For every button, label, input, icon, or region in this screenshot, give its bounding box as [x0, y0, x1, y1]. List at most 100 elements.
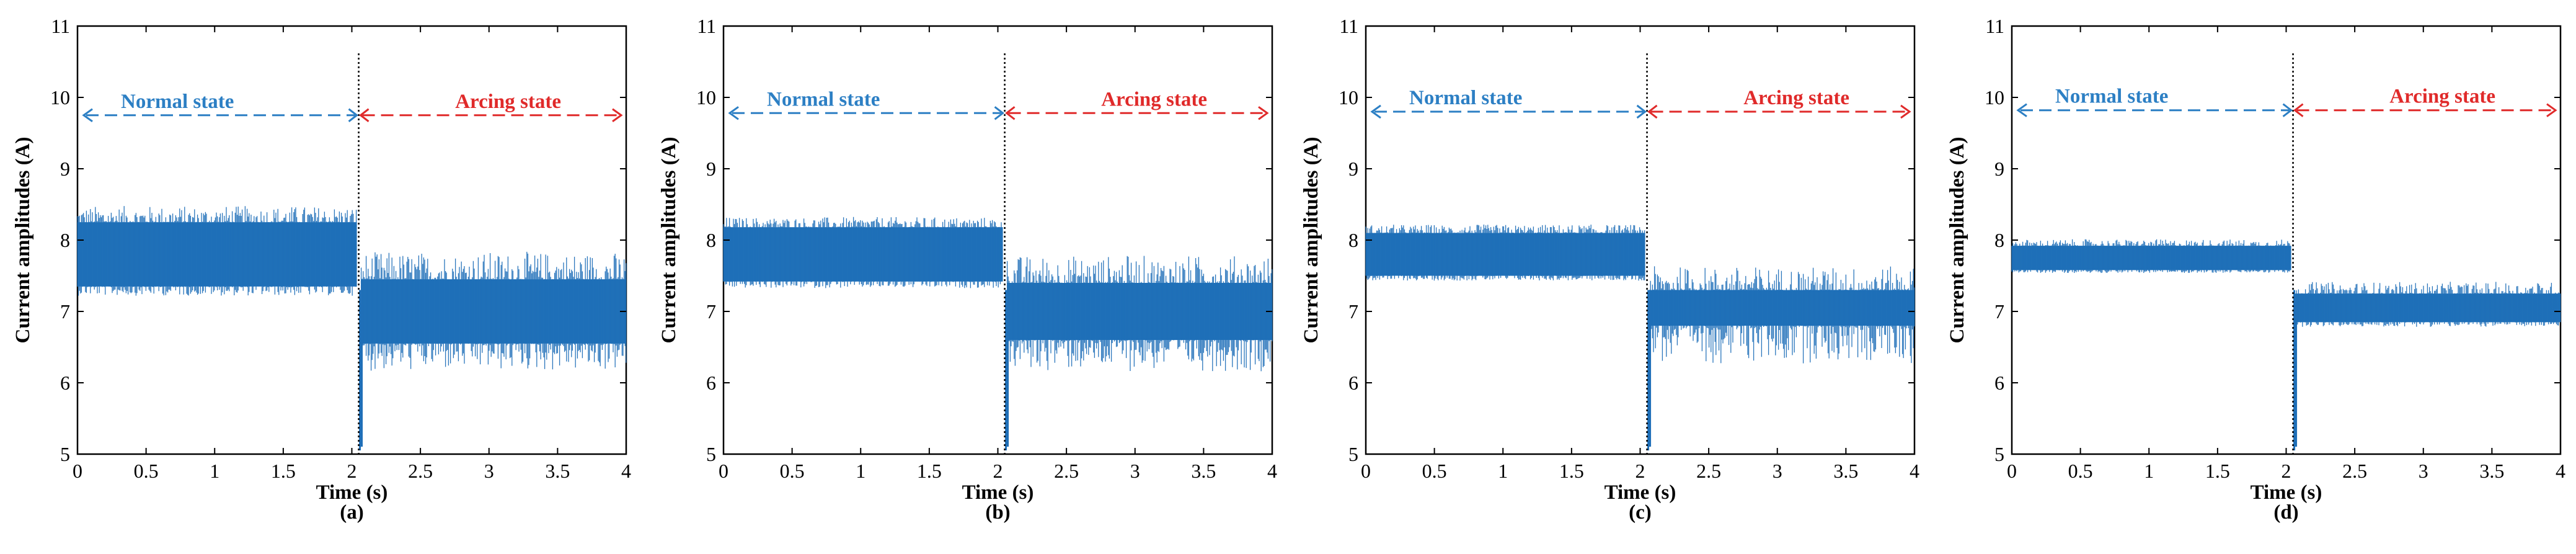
x-tick-label: 3.5 [1191, 460, 1216, 482]
y-axis-label: Current amplitudes (A) [1300, 136, 1322, 343]
y-tick-label: 11 [1339, 15, 1358, 37]
y-tick-label: 10 [696, 86, 716, 109]
y-tick-label: 5 [706, 443, 716, 465]
x-tick-label: 1 [856, 460, 865, 482]
x-tick-label: 0 [2007, 460, 2017, 482]
arcing-state-label: Arcing state [1101, 88, 1207, 110]
x-tick-label: 2 [2282, 460, 2291, 482]
x-tick-label: 3.5 [545, 460, 570, 482]
y-tick-label: 9 [1994, 158, 2004, 180]
arcing-arrowhead-right-icon [2546, 103, 2557, 117]
normal-state-label: Normal state [767, 88, 880, 110]
series-normal-current [2011, 239, 2291, 273]
normal-state-label: Normal state [1409, 87, 1522, 109]
normal-arrowhead-left-icon [1370, 104, 1381, 119]
transition-spike [359, 290, 363, 450]
y-tick-label: 6 [706, 372, 716, 394]
x-tick-label: 4 [2556, 460, 2565, 482]
panel-label: (b) [985, 501, 1010, 524]
x-tick-label: 2.5 [1054, 460, 1079, 482]
x-axis-label: Time (s) [962, 481, 1034, 504]
y-tick-label: 6 [1994, 372, 2004, 394]
chart-panel-b: Normal state Arcing state 0 0.5 1 1.5 2 2.5 3 3.5… [658, 15, 1277, 524]
arcing-arrowhead-left-icon [359, 108, 370, 122]
y-tick-label: 11 [51, 15, 70, 37]
transition-spike [1647, 290, 1652, 450]
y-tick-label: 9 [1348, 158, 1358, 180]
x-tick-label: 2.5 [408, 460, 433, 482]
normal-state-label: Normal state [121, 91, 234, 113]
series-arcing-current [2295, 282, 2561, 327]
x-tick-label: 3 [484, 460, 494, 482]
arcing-state-label: Arcing state [455, 91, 561, 113]
x-tick-label: 3.5 [1833, 460, 1858, 482]
y-tick-label: 7 [60, 300, 70, 323]
normal-arrowhead-right-icon [348, 108, 359, 122]
y-tick-label: 6 [60, 372, 70, 394]
normal-arrowhead-right-icon [994, 106, 1005, 120]
x-tick-label: 2 [993, 460, 1003, 482]
chart-panel-d: Normal state Arcing state 0 0.5 1 1.5 2 2.5 3 3.5… [1946, 15, 2565, 524]
normal-arrowhead-left-icon [728, 106, 739, 120]
panel-label: (d) [2273, 501, 2298, 524]
signal-noise [2011, 239, 2291, 273]
y-axis-label: Current amplitudes (A) [658, 136, 680, 343]
y-tick-label: 6 [1348, 372, 1358, 394]
arcing-arrowhead-left-icon [1005, 106, 1016, 120]
x-tick-label: 1.5 [917, 460, 942, 482]
x-tick-label: 4 [1267, 460, 1277, 482]
x-tick-label: 0.5 [1422, 460, 1447, 482]
series-normal-current [1365, 225, 1645, 281]
x-tick-label: 3 [1773, 460, 1782, 482]
x-tick-label: 3.5 [2479, 460, 2504, 482]
y-tick-label: 10 [1339, 86, 1358, 109]
x-tick-label: 1 [1498, 460, 1508, 482]
y-tick-label: 7 [1994, 300, 2004, 323]
x-tick-label: 1 [210, 460, 219, 482]
series-arcing-current [360, 251, 627, 371]
x-tick-label: 0 [1361, 460, 1371, 482]
series-normal-current [723, 217, 1003, 288]
y-tick-label: 5 [60, 443, 70, 465]
panel-label: (c) [1629, 501, 1652, 524]
x-tick-label: 0.5 [2068, 460, 2093, 482]
arcing-state-label: Arcing state [1743, 87, 1849, 109]
x-tick-label: 1 [2144, 460, 2154, 482]
x-tick-label: 0.5 [780, 460, 805, 482]
y-tick-label: 11 [697, 15, 716, 37]
normal-arrowhead-left-icon [2016, 103, 2027, 117]
y-tick-label: 8 [1348, 229, 1358, 251]
x-tick-label: 4 [621, 460, 631, 482]
series-normal-current [77, 206, 357, 296]
x-tick-label: 1.5 [271, 460, 296, 482]
chart-panel-c: Normal state Arcing state 0 0.5 1 1.5 2 2.5 3 3.5… [1300, 15, 1919, 524]
x-tick-label: 3 [2419, 460, 2428, 482]
y-tick-label: 7 [706, 300, 716, 323]
signal-noise [77, 206, 357, 296]
x-tick-label: 3 [1130, 460, 1140, 482]
series-arcing-current [1649, 266, 1915, 364]
y-tick-label: 8 [60, 229, 70, 251]
x-tick-label: 4 [1910, 460, 1919, 482]
signal-noise [723, 217, 1003, 288]
arcing-arrowhead-left-icon [2293, 103, 2304, 117]
y-tick-label: 8 [1994, 229, 2004, 251]
transition-spike [1005, 290, 1009, 450]
y-axis-label: Current amplitudes (A) [12, 136, 34, 343]
x-tick-label: 2 [347, 460, 357, 482]
signal-noise [1365, 225, 1645, 281]
normal-arrowhead-left-icon [82, 108, 93, 122]
arcing-arrowhead-right-icon [1258, 106, 1269, 120]
y-tick-label: 11 [1985, 15, 2004, 37]
arcing-arrowhead-right-icon [612, 108, 623, 122]
x-axis-label: Time (s) [1604, 481, 1676, 504]
y-tick-label: 9 [706, 158, 716, 180]
x-axis-label: Time (s) [2251, 481, 2322, 504]
panel-label: (a) [340, 501, 363, 524]
x-tick-label: 2 [1635, 460, 1645, 482]
transition-spike [2293, 290, 2298, 450]
x-axis-label: Time (s) [316, 481, 388, 504]
x-tick-label: 0 [719, 460, 728, 482]
y-tick-label: 5 [1348, 443, 1358, 465]
